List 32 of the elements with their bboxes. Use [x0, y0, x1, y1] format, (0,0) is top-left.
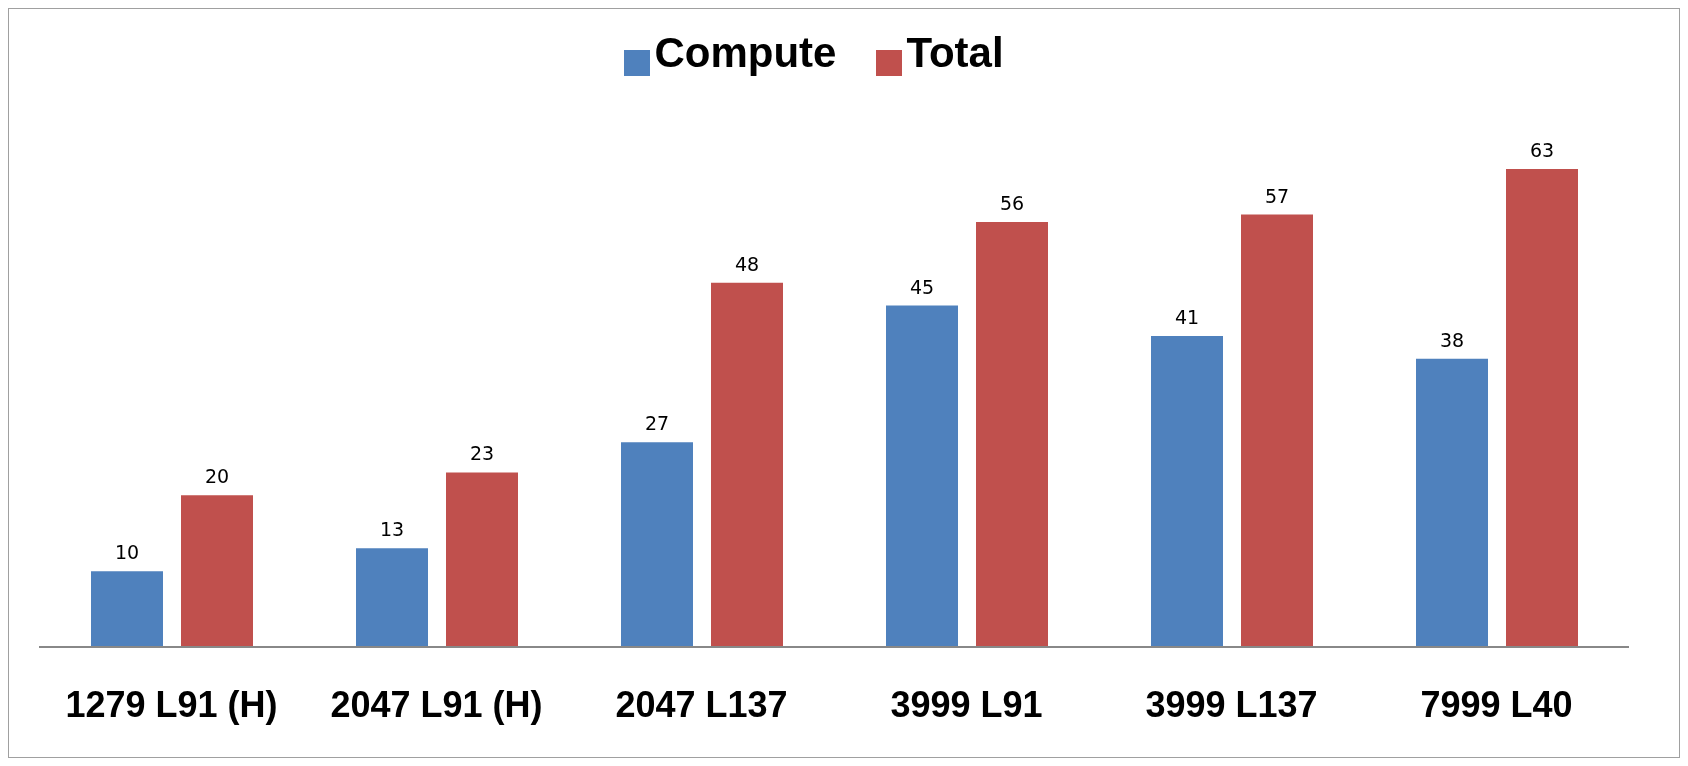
- x-tick-label: 7999 L40: [1420, 683, 1573, 725]
- data-label: 38: [1439, 328, 1465, 351]
- bar: [181, 495, 253, 647]
- data-label: 13: [379, 518, 405, 541]
- bar: [1416, 358, 1488, 647]
- bar: [976, 222, 1048, 647]
- bar: [1151, 335, 1223, 647]
- bar: [356, 548, 428, 647]
- x-tick-label: 2047 L137: [615, 683, 788, 725]
- x-tick-label: 2047 L91 (H): [330, 683, 543, 725]
- data-label: 23: [469, 442, 495, 465]
- x-tick-label: 1279 L91 (H): [65, 683, 278, 725]
- x-tick-label: 3999 L137: [1145, 683, 1318, 725]
- bar: [91, 571, 163, 647]
- data-label: 56: [999, 192, 1025, 215]
- data-label: 57: [1264, 184, 1290, 207]
- data-label: 10: [114, 541, 140, 564]
- data-label: 20: [204, 465, 230, 488]
- bar: [446, 472, 518, 647]
- bar: [1241, 214, 1313, 647]
- bar: [886, 305, 958, 647]
- bar: [1506, 169, 1578, 647]
- data-label: 27: [644, 412, 670, 435]
- legend-label: Compute: [654, 29, 837, 76]
- data-label: 48: [734, 252, 760, 275]
- legend-label: Total: [906, 29, 1004, 76]
- data-label: 41: [1174, 305, 1200, 328]
- x-tick-label: 3999 L91: [890, 683, 1043, 725]
- data-label: 45: [909, 275, 935, 298]
- bar: [621, 442, 693, 647]
- data-label: 63: [1529, 139, 1555, 161]
- bar: [711, 282, 783, 647]
